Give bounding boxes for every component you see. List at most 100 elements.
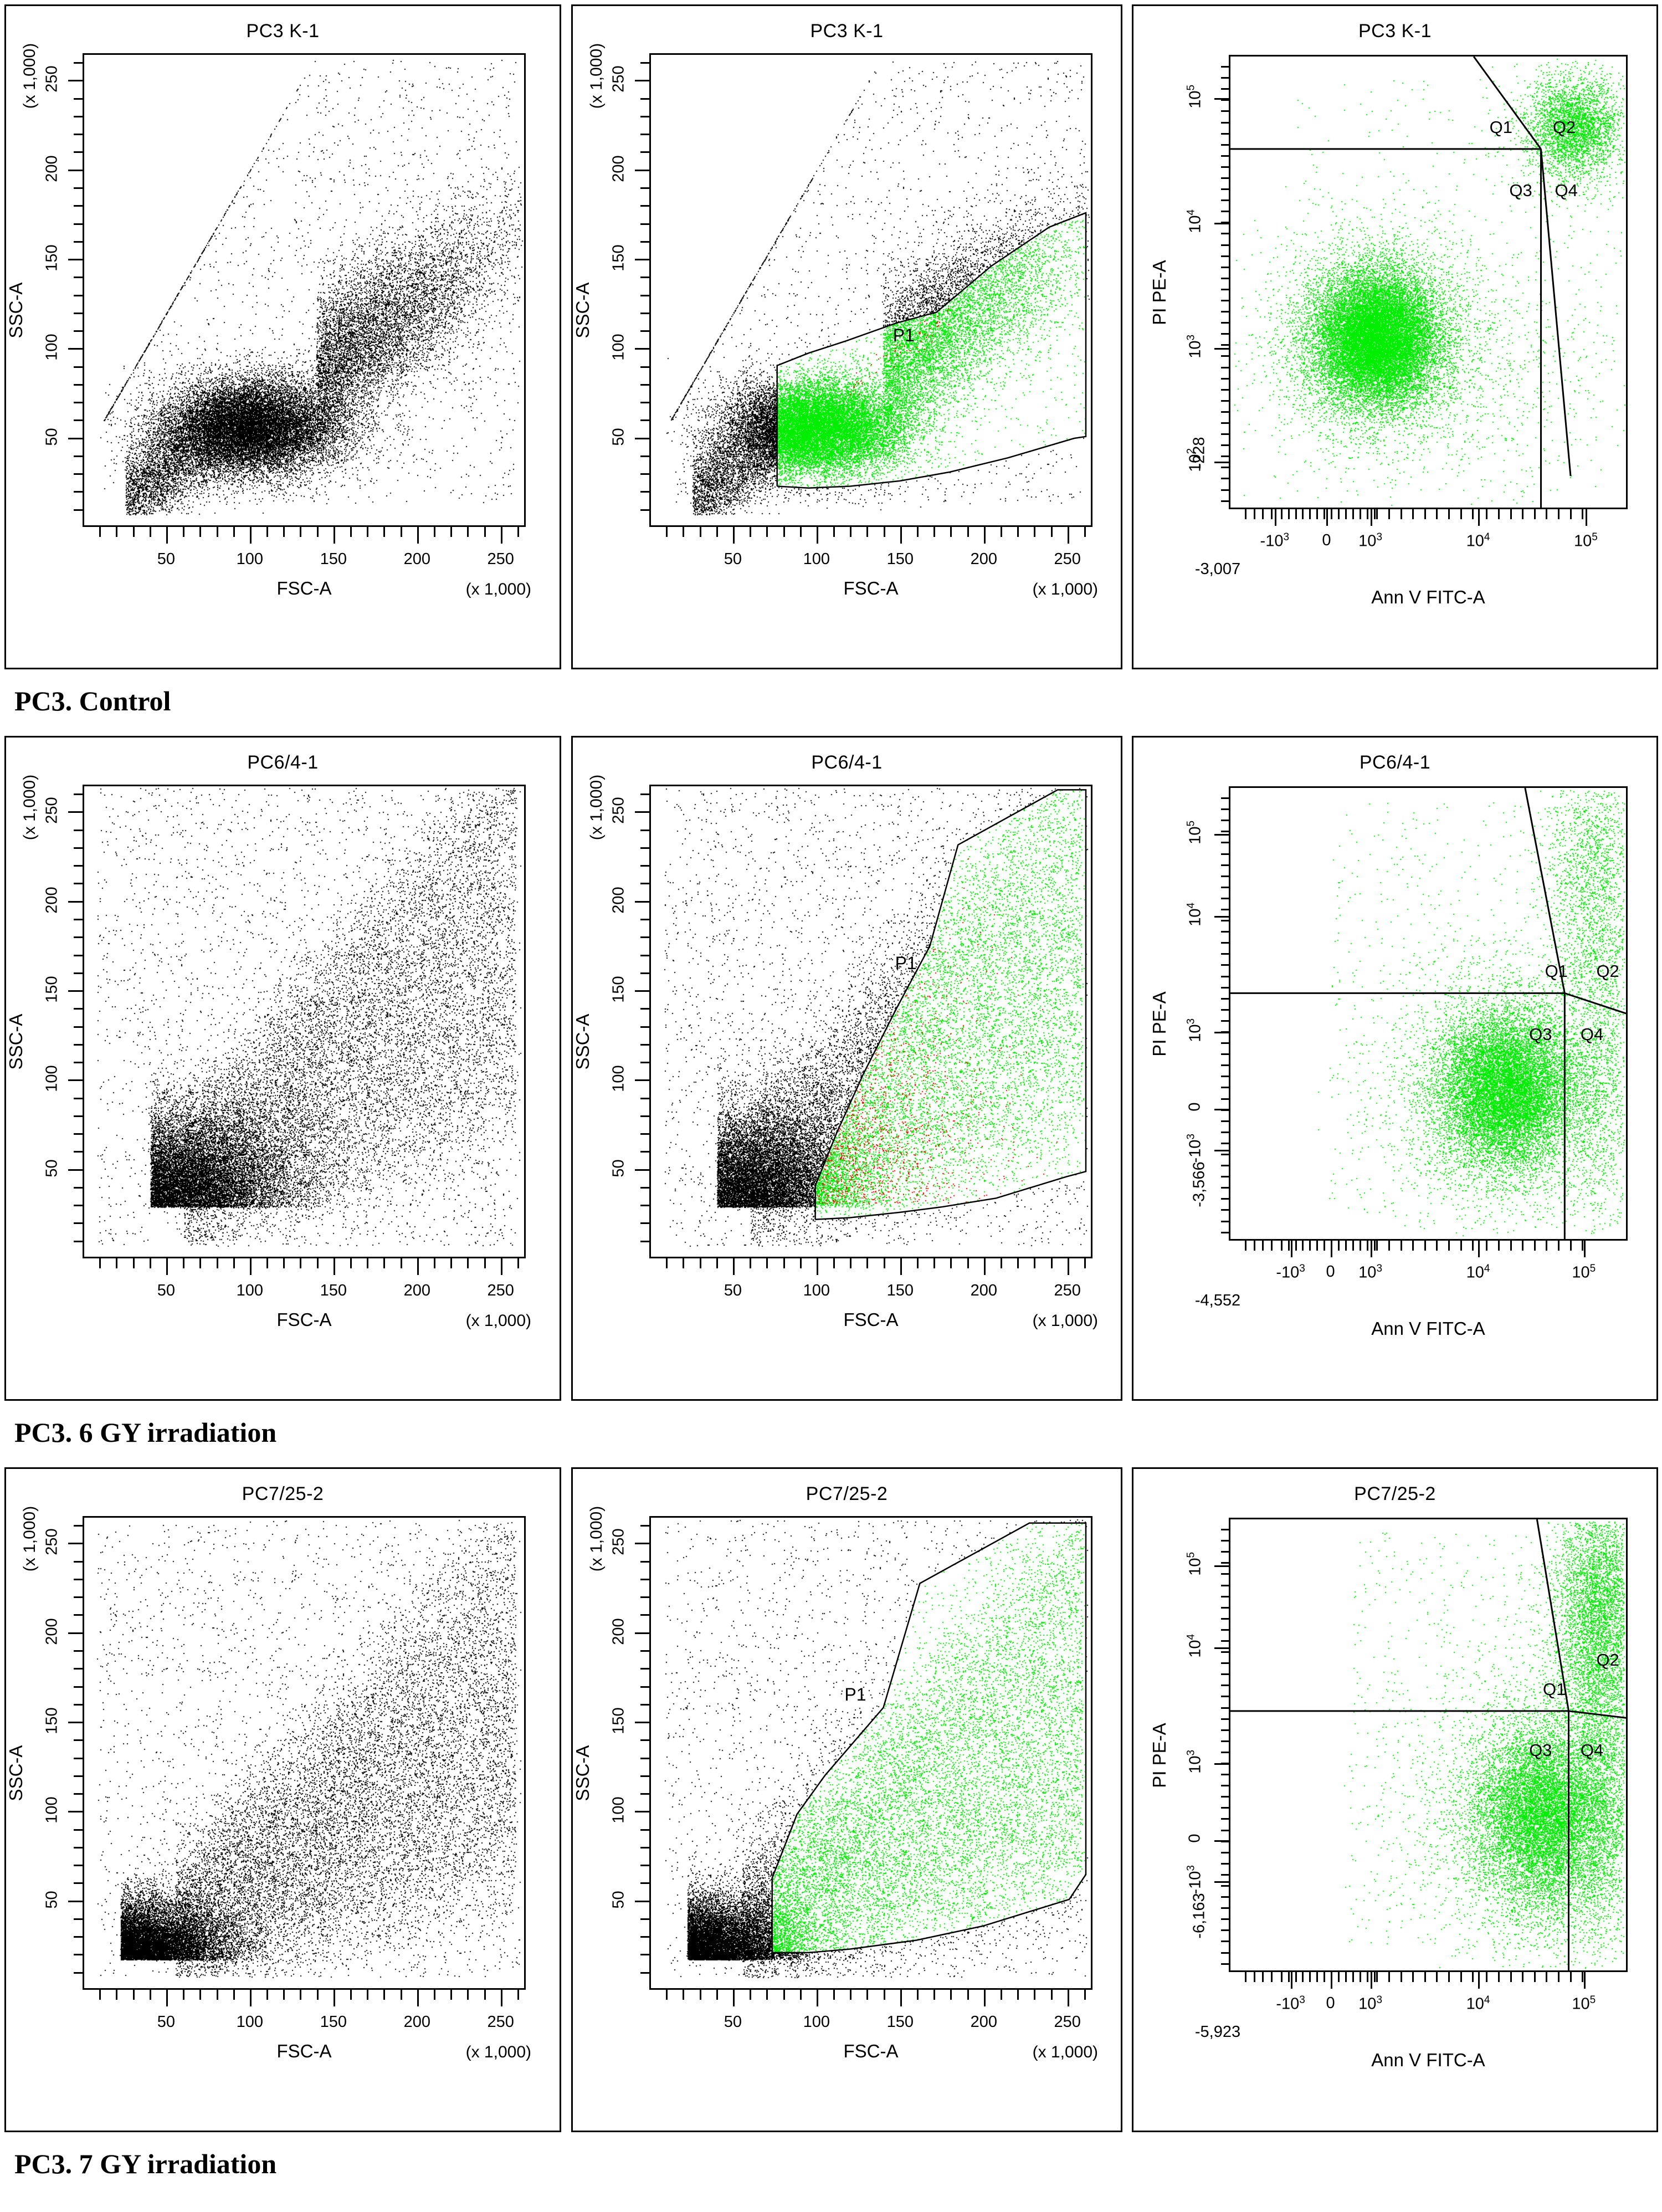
x-major-tick	[1290, 1241, 1292, 1257]
y-minor-tick	[1221, 322, 1229, 324]
panel-inner: PC7/25-2 250 200 150 100 50 50 100 150 200 250 SSC-…	[6, 1469, 560, 2131]
x-tick	[132, 1258, 135, 1268]
plot-panel-r3c2[interactable]: PC7/25-2 P1 250 200 150 100 50 50 100 150 200 250 SS…	[571, 1467, 1122, 2132]
plot-panel-r1c2[interactable]: PC3 K-1 P1 250 200 150 100 50 50 100 150 200 250 SSC…	[571, 4, 1122, 669]
x-tick	[866, 1258, 869, 1268]
y-tick	[74, 1703, 83, 1706]
plot-panel-r3c1[interactable]: PC7/25-2 250 200 150 100 50 50 100 150 200 250 SSC-…	[4, 1467, 561, 2132]
y-major-tick	[1214, 461, 1229, 463]
y-tick-label: 250	[609, 1528, 628, 1556]
y-minor-tick	[1221, 66, 1229, 68]
x-tick	[883, 1990, 885, 2000]
x-tick-label: 200	[403, 1282, 430, 1299]
y-minor-tick	[1221, 875, 1229, 877]
y-tick	[640, 98, 649, 100]
x-tick	[799, 527, 802, 537]
x-tick	[183, 1990, 185, 2000]
x-tick	[199, 527, 202, 537]
plot-panel-r3c3[interactable]: PC7/25-2 Q1 Q2 Q3 Q4 105 104 103 0 -103 -6,163 -103…	[1132, 1467, 1658, 2132]
plot-area[interactable]	[83, 785, 526, 1258]
plot-panel-r2c2[interactable]: PC6/4-1 P1 250 200 150 100 50 50 100 150 200 250 SSC…	[571, 736, 1122, 1401]
x-tick	[1000, 1990, 1002, 2000]
plot-area[interactable]: Q1 Q2 Q3 Q4	[1229, 1518, 1628, 1972]
y-tick-label: 150	[609, 244, 628, 272]
x-minor-tick	[1558, 1241, 1560, 1251]
y-tick	[74, 62, 83, 64]
x-minor-tick	[1533, 1241, 1536, 1251]
y-tick	[640, 1668, 649, 1670]
y-axis-unit: (x 1,000)	[20, 43, 39, 109]
x-minor-tick	[1244, 509, 1246, 519]
plot-area[interactable]: Q1 Q2 Q3 Q4	[1229, 786, 1628, 1241]
x-tick-label: 100	[236, 2013, 264, 2031]
x-minor-tick	[1316, 1241, 1319, 1251]
plot-area[interactable]	[83, 53, 526, 527]
plot-panel-r2c3[interactable]: PC6/4-1 Q1 Q2 Q3 Q4 105 104 103 0 -103 -3,566 -103 0…	[1132, 736, 1658, 1401]
y-major-tick	[1214, 1763, 1229, 1765]
x-axis-label: FSC-A	[843, 1309, 899, 1330]
plot-panel-r1c3[interactable]: PC3 K-1 Q1 Q2 Q3 Q4 105 104 103 102 -228 -103 0 103 1…	[1132, 4, 1658, 669]
x-tick	[850, 1990, 852, 2000]
y-minor-tick	[1221, 388, 1229, 391]
x-minor-tick	[1360, 1241, 1362, 1251]
x-minor-tick	[1345, 1972, 1347, 1982]
plot-area[interactable]: P1	[649, 1516, 1092, 1990]
y-tick	[74, 205, 83, 207]
quadrant-label-q1: Q1	[1543, 1679, 1566, 1699]
x-tick	[383, 1990, 386, 2000]
x-tick	[799, 1990, 802, 2000]
y-tick	[640, 419, 649, 422]
plot-area[interactable]: Q1 Q2 Q3 Q4	[1229, 55, 1628, 509]
x-tick-label: 100	[803, 2013, 830, 2031]
plot-panel-r2c1[interactable]: PC6/4-1 250 200 150 100 50 50 100 150 200 250 SSC-A…	[4, 736, 561, 1401]
y-minor-tick	[1221, 1042, 1229, 1044]
gate-label-p1: P1	[844, 1684, 866, 1705]
x-tick	[917, 527, 919, 537]
x-tick	[316, 1990, 319, 2000]
y-tick	[74, 1668, 83, 1670]
plot-area[interactable]: P1	[649, 53, 1092, 527]
x-tick	[967, 1990, 969, 2000]
x-minor-tick	[1400, 1241, 1402, 1251]
x-minor-tick	[1472, 1972, 1474, 1982]
x-axis-label: FSC-A	[843, 578, 899, 598]
y-tick-label: 200	[43, 887, 61, 914]
y-tick-label: 200	[43, 155, 61, 182]
y-tick-label: 50	[43, 1891, 61, 1909]
x-tick	[850, 527, 852, 537]
x-tick-label: 50	[157, 550, 176, 568]
y-minor-tick	[1221, 277, 1229, 279]
x-minor-tick	[1582, 1972, 1584, 1982]
x-tick	[383, 527, 386, 537]
y-tick	[74, 936, 83, 939]
y-tick-label: 100	[609, 334, 628, 361]
y-tick-label: 105	[1185, 821, 1204, 844]
x-tick-label: 150	[886, 1282, 914, 1299]
x-minor-tick	[1271, 1972, 1273, 1982]
y-tick	[640, 455, 649, 457]
x-major-tick	[1478, 1241, 1480, 1257]
scatter-canvas	[84, 1518, 524, 1988]
x-tick-label: 103	[1358, 531, 1383, 550]
y-tick	[68, 259, 83, 261]
plot-area[interactable]: P1	[649, 785, 1092, 1258]
x-minor-tick	[1352, 1241, 1355, 1251]
x-minor-tick	[1262, 1972, 1264, 1982]
y-tick	[640, 972, 649, 974]
y-tick	[640, 187, 649, 189]
x-tick-label: 103	[1358, 1263, 1383, 1282]
plot-panel-r1c1[interactable]: PC3 K-1 250 200 150 100 50 50 100 150 200 250 SSC-A…	[4, 4, 561, 669]
y-minor-tick	[1221, 842, 1229, 844]
x-minor-tick	[1374, 509, 1376, 519]
y-minor-tick	[1221, 233, 1229, 235]
x-tick	[816, 1990, 818, 2006]
x-tick	[417, 527, 419, 544]
y-tick	[640, 1151, 649, 1153]
x-tick	[783, 1258, 785, 1268]
y-minor-tick	[1221, 1595, 1229, 1597]
y-tick-label: 250	[609, 797, 628, 825]
plot-area[interactable]	[83, 1516, 526, 1990]
y-minor-tick	[1221, 467, 1229, 469]
y-tick	[640, 473, 649, 475]
x-tick-label: 150	[320, 2013, 347, 2031]
